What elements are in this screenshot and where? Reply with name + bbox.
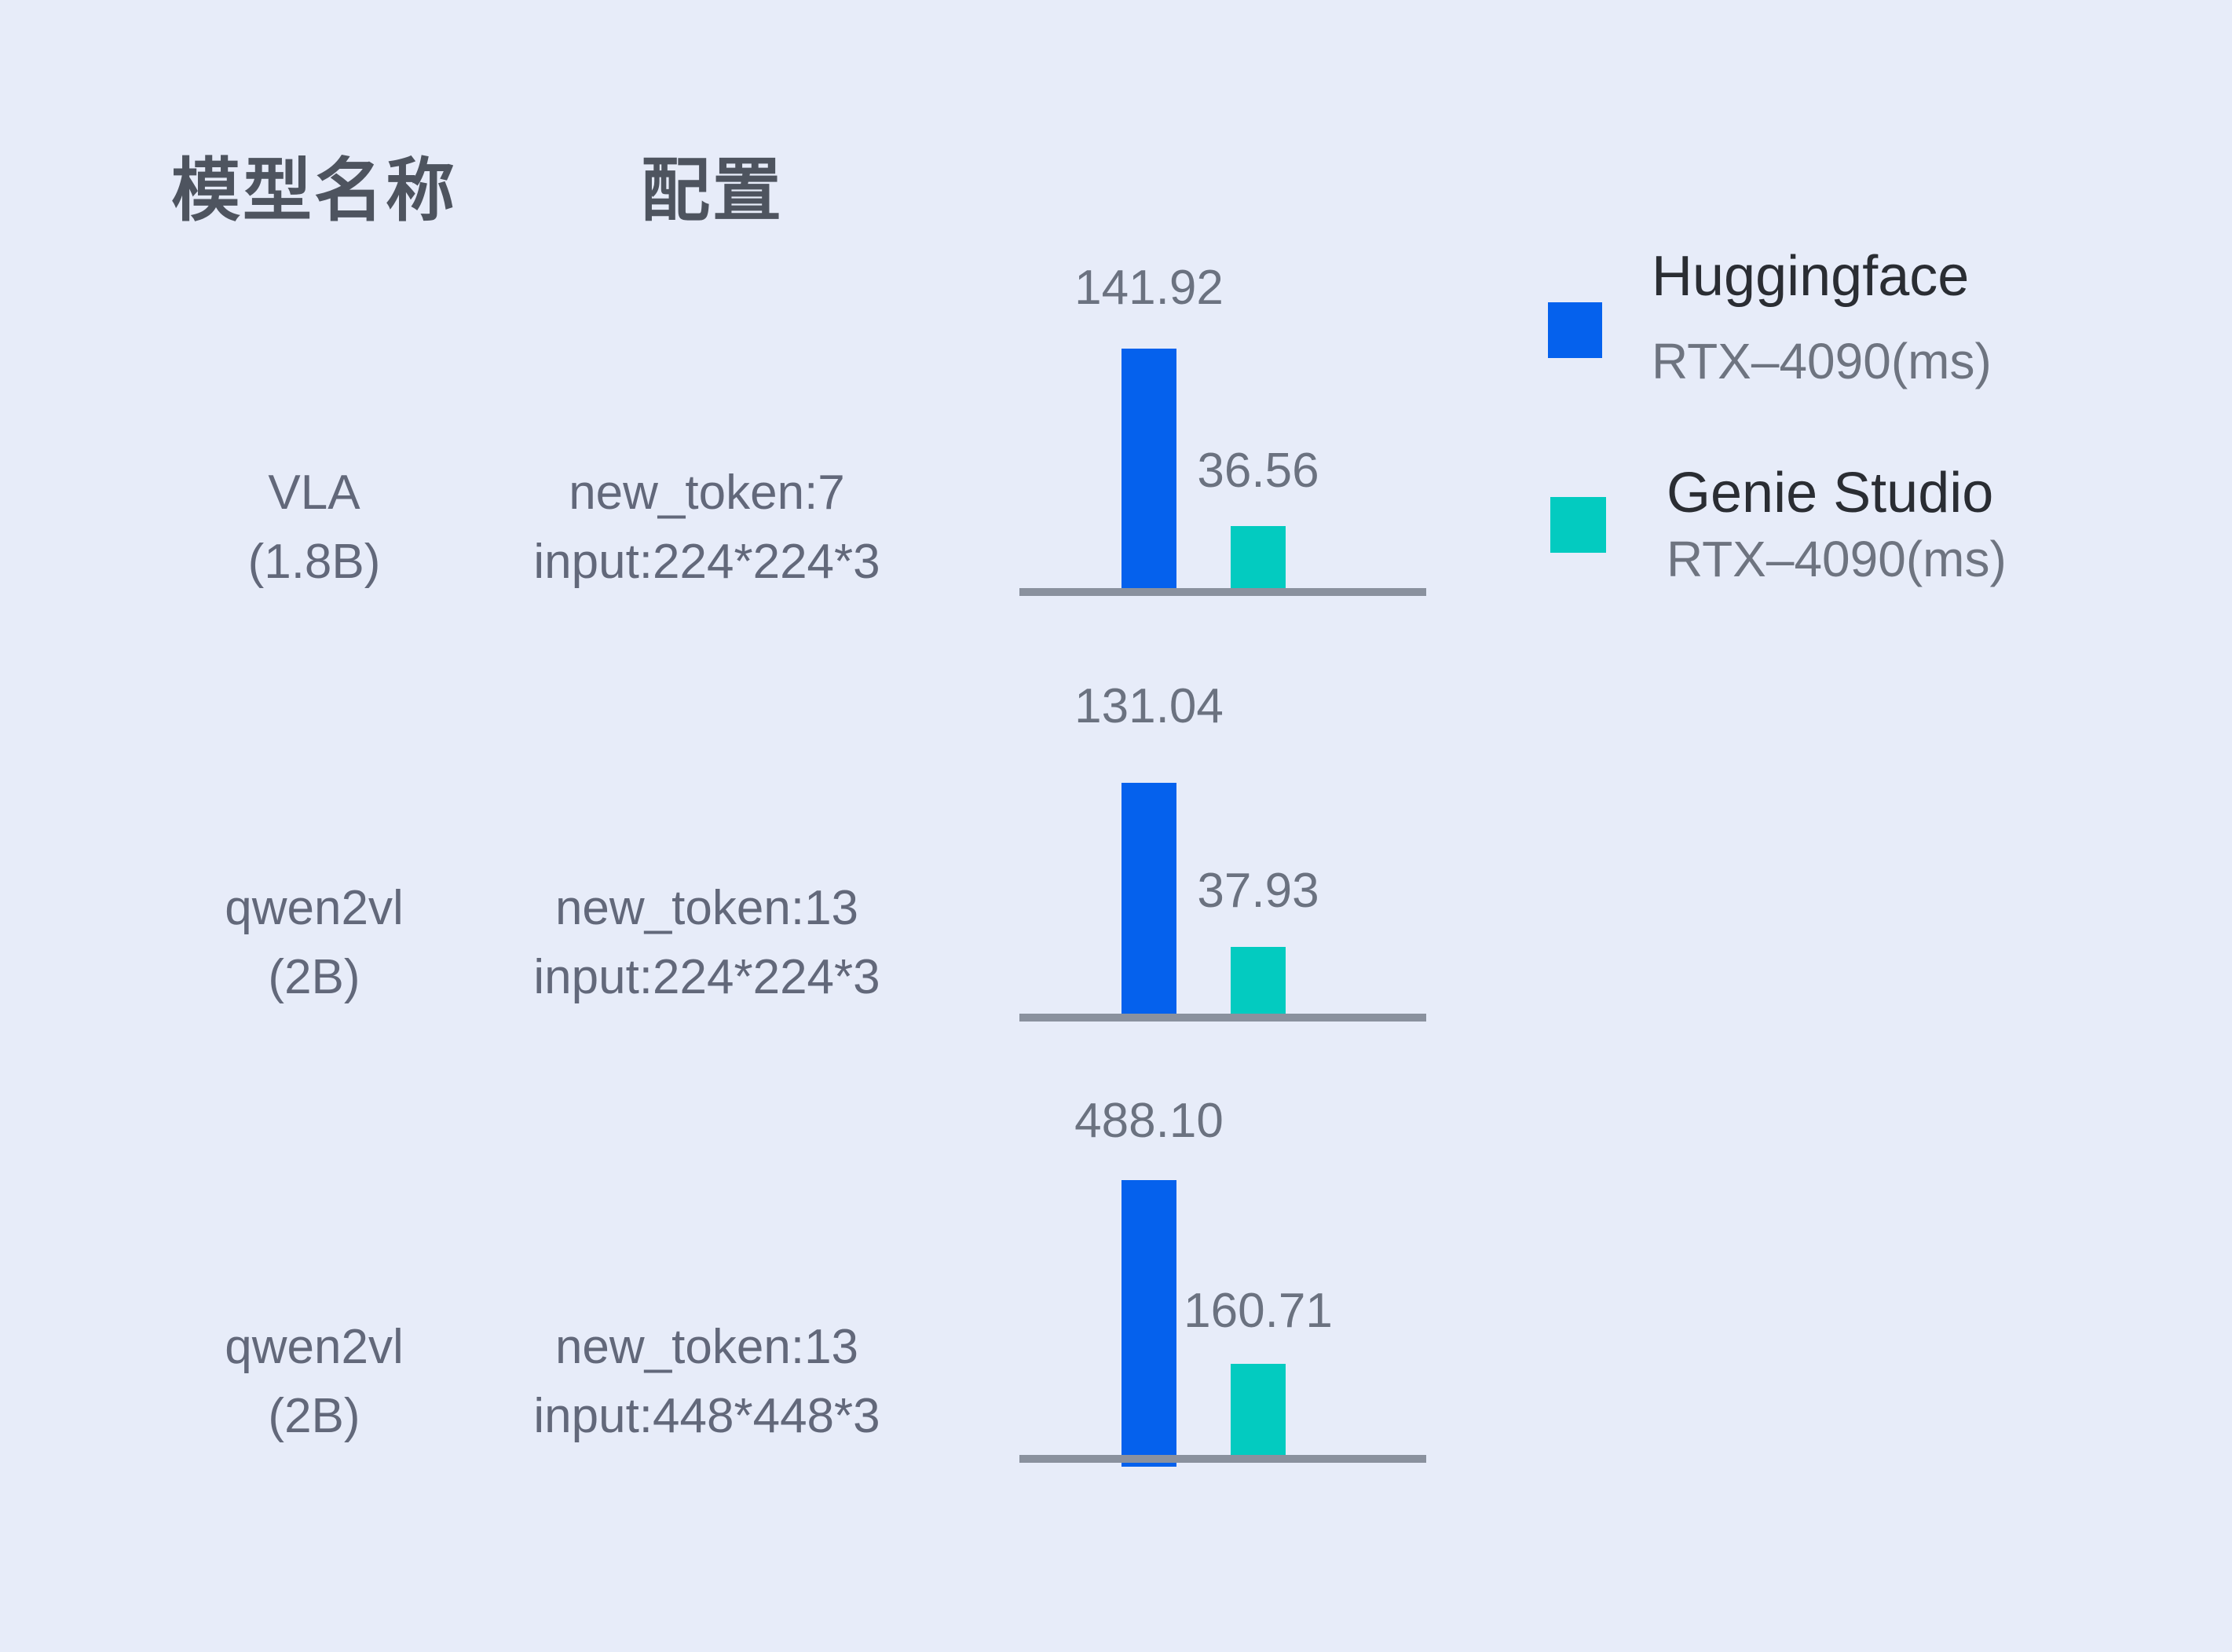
huggingface-bar [1121, 349, 1176, 588]
genie-studio-value-label: 36.56 [1197, 444, 1319, 498]
legend-swatch-genie-studio [1550, 497, 1606, 553]
row1-model-label: VLA (1.8B) [118, 459, 510, 597]
row2-bar-chart [1019, 652, 1426, 1022]
genie-studio-bar [1231, 526, 1286, 588]
model-name: qwen2vl [225, 1320, 404, 1374]
axis-baseline [1019, 1014, 1426, 1022]
model-size: (2B) [268, 950, 360, 1004]
legend-swatch-huggingface [1548, 302, 1602, 358]
model-size: (2B) [268, 1389, 360, 1443]
genie-studio-bar [1231, 947, 1286, 1014]
huggingface-bar [1121, 783, 1176, 1014]
legend-title-genie-studio: Genie Studio [1667, 462, 1994, 524]
model-name: qwen2vl [225, 881, 404, 935]
model-size: (1.8B) [247, 535, 381, 589]
huggingface-value-label: 488.10 [1074, 1094, 1224, 1148]
config-input-size: input:448*448*3 [533, 1389, 880, 1443]
header-config-column: 配置 [641, 152, 785, 229]
genie-studio-value-label: 37.93 [1197, 864, 1319, 918]
huggingface-bar [1121, 1180, 1176, 1467]
row1-config-label: new_token:7 input:224*224*3 [479, 459, 935, 597]
row1-bar-chart [1019, 227, 1426, 596]
axis-baseline [1019, 588, 1426, 596]
genie-studio-bar [1231, 1364, 1286, 1455]
config-new-token: new_token:13 [554, 1320, 859, 1374]
config-input-size: input:224*224*3 [533, 535, 880, 589]
row3-config-label: new_token:13 input:448*448*3 [479, 1313, 935, 1451]
row2-model-label: qwen2vl (2B) [118, 874, 510, 1012]
legend-title-huggingface: Huggingface [1652, 245, 1970, 308]
legend-subtitle-genie-studio: RTX–4090(ms) [1667, 531, 2007, 587]
header-model-column: 模型名称 [171, 152, 458, 229]
axis-baseline [1019, 1455, 1426, 1463]
row3-bar-chart [1019, 1094, 1426, 1467]
legend-subtitle-huggingface: RTX–4090(ms) [1652, 333, 1992, 389]
config-input-size: input:224*224*3 [533, 950, 880, 1004]
config-new-token: new_token:7 [569, 466, 845, 520]
huggingface-value-label: 141.92 [1074, 261, 1224, 315]
genie-studio-value-label: 160.71 [1184, 1284, 1333, 1338]
model-name: VLA [268, 466, 360, 520]
row3-model-label: qwen2vl (2B) [118, 1313, 510, 1451]
huggingface-value-label: 131.04 [1074, 679, 1224, 733]
config-new-token: new_token:13 [554, 881, 859, 935]
row2-config-label: new_token:13 input:224*224*3 [479, 874, 935, 1012]
